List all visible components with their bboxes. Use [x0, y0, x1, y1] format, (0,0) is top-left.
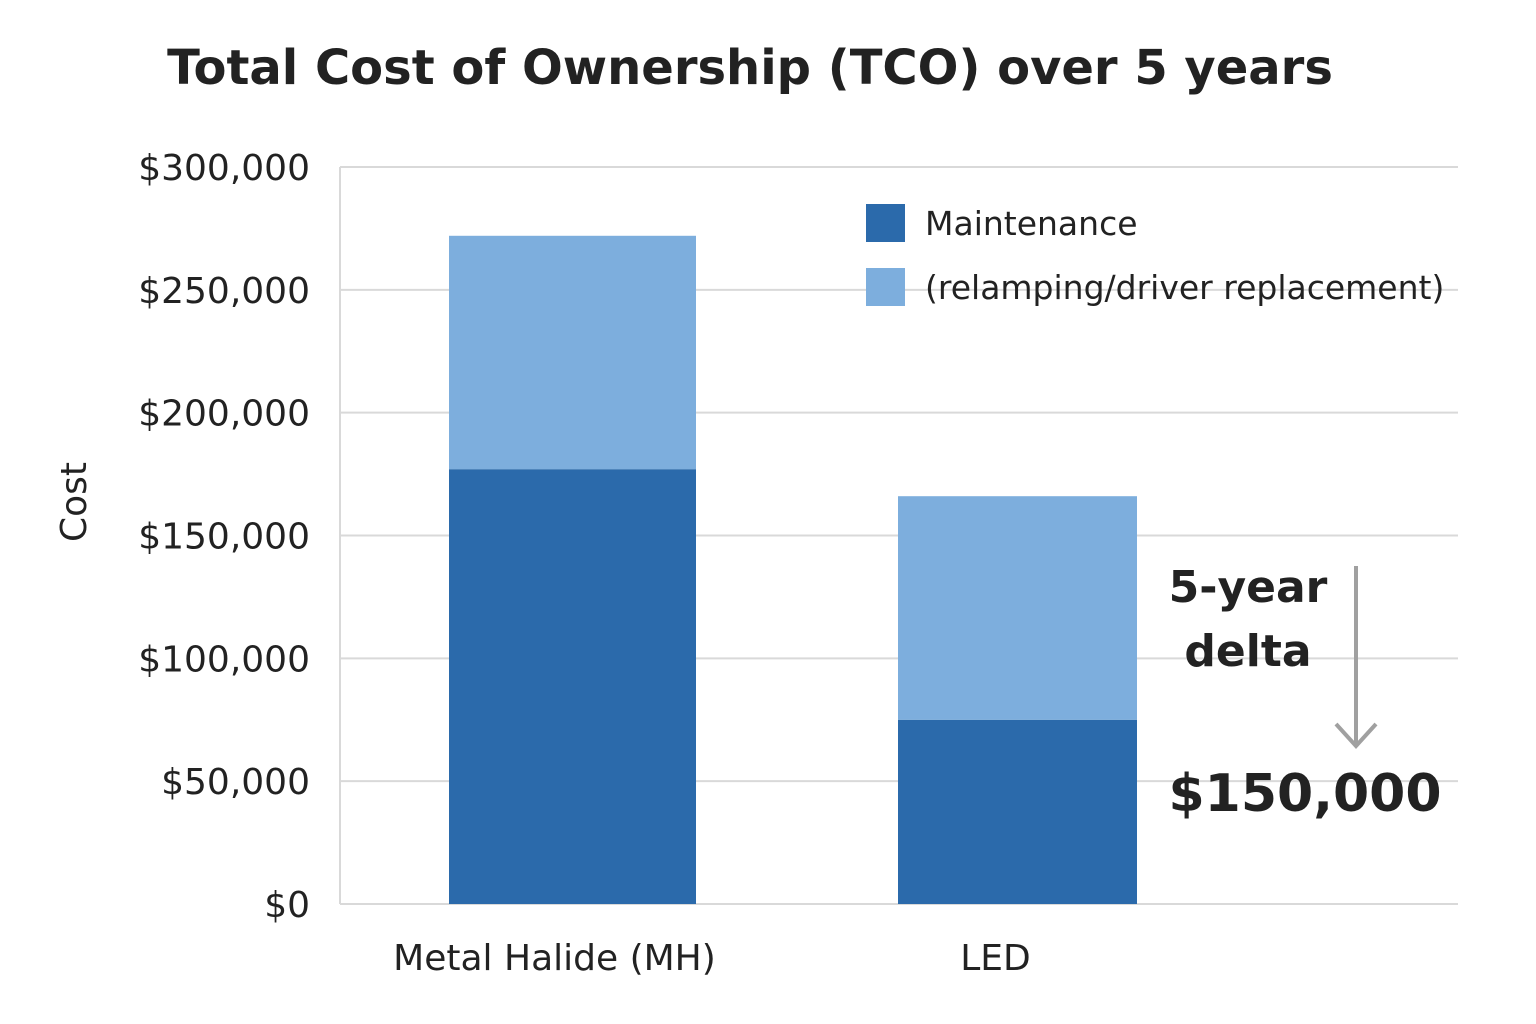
y-tick-label: $50,000 — [161, 762, 310, 803]
x-axis-categories: Metal Halide (MH) LED — [393, 938, 1031, 979]
bar-segment-maintenance-1 — [898, 719, 1137, 904]
delta-label-line2: delta — [1184, 626, 1311, 677]
legend-label: Maintenance — [925, 204, 1138, 243]
x-category-label: LED — [960, 938, 1031, 979]
y-tick-label: $100,000 — [138, 639, 310, 680]
legend-swatch — [866, 204, 905, 242]
delta-value: $150,000 — [1168, 764, 1441, 824]
x-category-label: Metal Halide (MH) — [393, 938, 716, 979]
delta-label-line1: 5-year — [1169, 562, 1328, 613]
delta-annotation: 5-year delta $150,000 — [1168, 562, 1441, 824]
y-tick-label: $200,000 — [138, 394, 310, 435]
y-axis-label: Cost — [54, 462, 95, 542]
chart-title: Total Cost of Ownership (TCO) over 5 yea… — [167, 40, 1333, 96]
legend: Maintenance (relamping/driver replacement… — [866, 204, 1444, 307]
bar-segment-relamping-1 — [898, 496, 1137, 720]
y-axis-ticks: $0 $50,000 $100,000 $150,000 $200,000 $250,00… — [138, 148, 310, 926]
bar-segment-relamping-0 — [449, 235, 696, 470]
bar-segment-maintenance-0 — [449, 469, 696, 904]
legend-label: (relamping/driver replacement) — [925, 268, 1444, 307]
y-tick-label: $250,000 — [138, 271, 310, 312]
legend-swatch — [866, 268, 905, 306]
bars — [449, 235, 1137, 904]
y-tick-label: $300,000 — [138, 148, 310, 189]
y-tick-label: $150,000 — [138, 517, 310, 558]
delta-arrow-head — [1334, 722, 1378, 749]
y-tick-label: $0 — [264, 885, 310, 926]
